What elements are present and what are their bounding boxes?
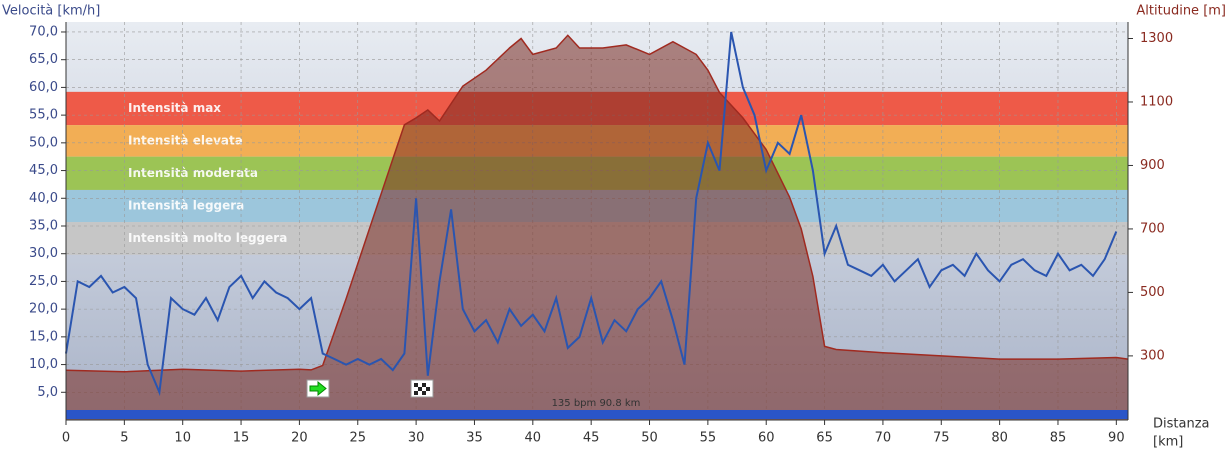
y2-tick-label: 1300 [1140,31,1173,46]
x-tick-label: 25 [349,431,366,446]
y-tick-label: 5,0 [37,385,58,400]
x-axis-unit: [km] [1153,435,1183,450]
x-tick-label: 5 [120,431,128,446]
zone-label: Intensità leggera [128,199,244,213]
y-tick-label: 25,0 [29,274,58,289]
y-tick-label: 30,0 [29,246,58,261]
y-tick-label: 15,0 [29,329,58,344]
x-tick-label: 0 [62,431,70,446]
x-tick-label: 55 [700,431,717,446]
y-tick-label: 40,0 [29,191,58,206]
x-tick-label: 10 [174,431,191,446]
altitude-area [66,35,1128,421]
x-tick-label: 65 [816,431,833,446]
x-tick-label: 40 [525,431,542,446]
y-tick-label: 35,0 [29,218,58,233]
x-axis-title: Distanza [1153,417,1210,432]
y-tick-label: 70,0 [29,24,58,39]
y-tick-label: 55,0 [29,108,58,123]
y-tick-label: 65,0 [29,52,58,67]
x-tick-label: 35 [466,431,483,446]
y2-tick-label: 700 [1140,221,1165,236]
y2-axis-title: Altitudine [m] [1136,4,1226,19]
x-tick-label: 70 [875,431,892,446]
zone-label: Intensità molto leggera [128,231,287,245]
start-arrow [309,380,327,397]
y-tick-label: 50,0 [29,135,58,150]
speed-line [65,31,1118,397]
x-tick-label: 75 [933,431,950,446]
y-axis-title: Velocità [km/h] [2,4,100,19]
y-tick-label: 20,0 [29,302,58,317]
x-tick-label: 50 [641,431,658,446]
x-tick-label: 45 [583,431,600,446]
y2-tick-label: 1100 [1140,94,1173,109]
y-tick-label: 45,0 [29,163,58,178]
hr-bar [66,410,1128,419]
y2-tick-label: 900 [1140,158,1165,173]
x-tick-label: 15 [233,431,250,446]
zone-label: Intensità moderata [128,166,258,180]
x-tick-label: 85 [1050,431,1067,446]
x-tick-label: 20 [291,431,308,446]
x-tick-label: 90 [1108,431,1125,446]
x-tick-label: 60 [758,431,775,446]
x-tick-label: 80 [991,431,1008,446]
y-tick-label: 60,0 [29,80,58,95]
y-tick-label: 10,0 [29,357,58,372]
x-tick-label: 30 [408,431,425,446]
zone-label: Intensità elevata [128,133,243,147]
altitude-line [65,34,1129,373]
y2-tick-label: 300 [1140,348,1165,363]
zone-label: Intensità max [128,101,221,115]
y2-tick-label: 500 [1140,285,1165,300]
annotation: 135 bpm 90.8 km [552,398,641,409]
finish-flag [414,383,430,395]
